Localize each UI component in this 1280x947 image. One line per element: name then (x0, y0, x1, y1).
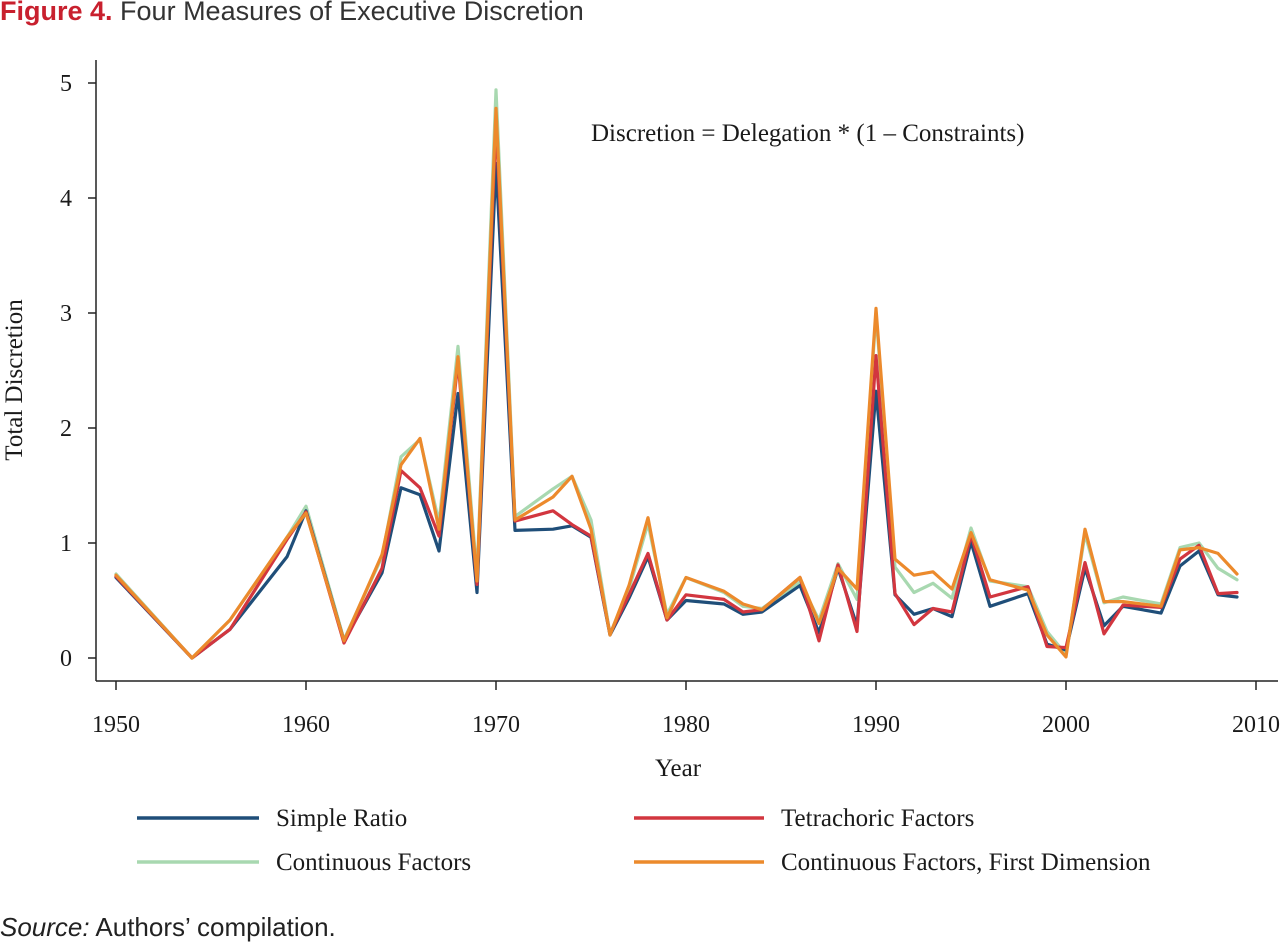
figure-title-text: Four Measures of Executive Discretion (120, 0, 584, 26)
y-tick-label: 4 (60, 186, 72, 212)
y-tick-label: 0 (60, 646, 72, 672)
line-chart: 0 1 2 3 4 5 1950 1960 1970 1980 1990 2000 2010 Discr… (1, 60, 1280, 876)
legend-simple-ratio-label: Simple Ratio (276, 805, 407, 832)
series-line-continuous-factors (114, 88, 1239, 660)
y-tick-label: 1 (60, 531, 72, 557)
source-text: Authors’ compilation. (95, 912, 336, 942)
x-tick-label: 1960 (282, 712, 330, 738)
y-axis-label: Total Discretion (1, 299, 28, 461)
source-label: Source: (0, 912, 90, 942)
figure-title: Figure 4. Four Measures of Executive Dis… (0, 0, 584, 27)
source-note: Source: Authors’ compilation. (0, 912, 336, 943)
chart-axes: 0 1 2 3 4 5 1950 1960 1970 1980 1990 2000 2010 (60, 60, 1280, 738)
chart-legend: Simple Ratio Tetrachoric Factors Continuou… (137, 805, 1151, 876)
legend-tetrachoric-factors-label: Tetrachoric Factors (781, 805, 974, 832)
series-line-continuous-factors-first-dimension (114, 106, 1239, 660)
x-tick-label: 1950 (92, 712, 140, 738)
x-tick-label: 1990 (852, 712, 900, 738)
x-axis-label: Year (655, 755, 702, 782)
figure-label: Figure 4. (0, 0, 113, 26)
x-tick-label: 2010 (1232, 712, 1280, 738)
x-tick-label: 2000 (1042, 712, 1090, 738)
legend-continuous-factors-first-dimension-label: Continuous Factors, First Dimension (781, 849, 1151, 876)
legend-continuous-factors-label: Continuous Factors (276, 849, 471, 876)
series-line-simple-ratio (114, 161, 1239, 660)
y-tick-label: 3 (60, 301, 72, 327)
x-tick-label: 1970 (472, 712, 520, 738)
y-tick-label: 2 (60, 416, 72, 442)
formula-annotation: Discretion = Delegation * (1 – Constrain… (591, 120, 1024, 147)
chart-series-lines (114, 88, 1239, 660)
x-tick-label: 1980 (662, 712, 710, 738)
series-line-tetrachoric-factors (114, 120, 1239, 660)
y-tick-label: 5 (60, 71, 72, 97)
